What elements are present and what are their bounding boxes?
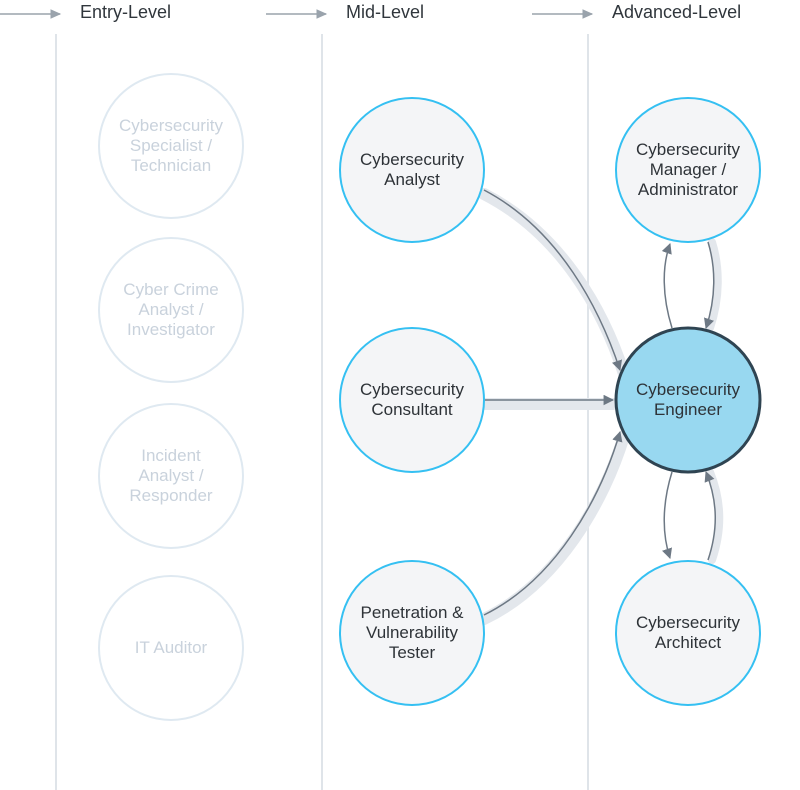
node-label-crime-line2: Investigator [127,320,215,339]
node-label-crime-line1: Analyst / [138,300,203,319]
node-label-pentest-line2: Tester [389,643,436,662]
column-header-advanced: Advanced-Level [612,2,741,22]
node-label-incident-line2: Responder [129,486,213,505]
column-header-mid: Mid-Level [346,2,424,22]
node-incident[interactable]: IncidentAnalyst /Responder [99,404,243,548]
node-label-incident-line1: Analyst / [138,466,203,485]
node-label-manager-line1: Manager / [650,160,727,179]
edge-engineer-manager [664,244,672,328]
edge-bg-analyst-engineer [484,194,624,374]
node-pentest[interactable]: Penetration &VulnerabilityTester [340,561,484,705]
node-label-crime-line0: Cyber Crime [123,280,218,299]
career-path-diagram: Entry-Level Mid-Level Advanced-Level Cyber… [0,0,800,790]
column-header-entry: Entry-Level [80,2,171,22]
node-label-engineer-line0: Cybersecurity [636,380,740,399]
node-analyst[interactable]: CybersecurityAnalyst [340,98,484,242]
edge-pentest-engineer [484,432,620,615]
node-label-manager-line2: Administrator [638,180,738,199]
node-label-spec-line2: Technician [131,156,211,175]
node-label-engineer-line1: Engineer [654,400,722,419]
node-label-analyst-line0: Cybersecurity [360,150,464,169]
node-engineer[interactable]: CybersecurityEngineer [616,328,760,472]
node-spec[interactable]: CybersecuritySpecialist /Technician [99,74,243,218]
node-manager[interactable]: CybersecurityManager /Administrator [616,98,760,242]
node-auditor[interactable]: IT Auditor [99,576,243,720]
nodes-layer: CybersecuritySpecialist /TechnicianCyber… [99,74,760,720]
node-crime[interactable]: Cyber CrimeAnalyst /Investigator [99,238,243,382]
column-headers: Entry-Level Mid-Level Advanced-Level [0,2,741,22]
node-label-architect-line0: Cybersecurity [636,613,740,632]
node-label-incident-line0: Incident [141,446,201,465]
node-label-pentest-line1: Vulnerability [366,623,458,642]
node-label-auditor-line0: IT Auditor [135,638,208,657]
node-label-architect-line1: Architect [655,633,721,652]
node-label-analyst-line1: Analyst [384,170,440,189]
node-label-manager-line0: Cybersecurity [636,140,740,159]
node-consult[interactable]: CybersecurityConsultant [340,328,484,472]
node-label-spec-line1: Specialist / [130,136,212,155]
edge-engineer-architect [664,472,672,558]
node-label-pentest-line0: Penetration & [360,603,464,622]
edge-analyst-engineer [484,190,620,370]
node-label-consult-line1: Consultant [371,400,453,419]
edge-bg-pentest-engineer [484,436,624,619]
node-label-spec-line0: Cybersecurity [119,116,223,135]
node-architect[interactable]: CybersecurityArchitect [616,561,760,705]
node-label-consult-line0: Cybersecurity [360,380,464,399]
